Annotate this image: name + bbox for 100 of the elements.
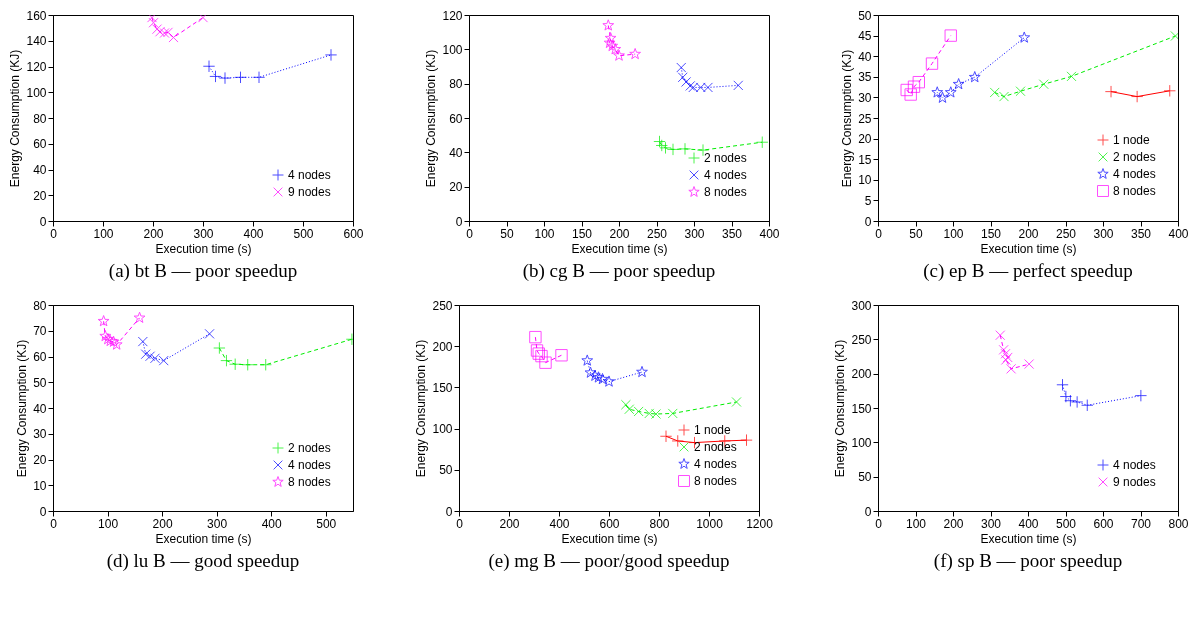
point bbox=[989, 87, 1000, 98]
x-axis-title: Execution time (s) bbox=[155, 241, 252, 256]
point bbox=[592, 371, 605, 383]
x-tick-label: 300 bbox=[980, 516, 1002, 531]
point bbox=[589, 369, 601, 381]
y-tick-label: 80 bbox=[33, 298, 47, 313]
x-tick-label: 100 bbox=[93, 226, 114, 241]
point bbox=[602, 19, 615, 31]
y-tick-label: 40 bbox=[858, 49, 872, 64]
x-tick-label: 350 bbox=[1130, 226, 1152, 241]
x-tick-label: 400 bbox=[549, 516, 570, 531]
legend-label: 9 nodes bbox=[1113, 475, 1156, 489]
x-tick-label: 150 bbox=[980, 226, 1002, 241]
point bbox=[1056, 378, 1069, 391]
point bbox=[667, 408, 678, 419]
y-tick-label: 40 bbox=[33, 401, 47, 416]
y-tick-label: 0 bbox=[445, 504, 453, 519]
point bbox=[671, 434, 684, 448]
text: (f) sp B — poor speedup bbox=[933, 550, 1123, 572]
point bbox=[998, 344, 1009, 355]
x-axis-title: Execution time (s) bbox=[980, 241, 1077, 256]
text: (d) lu B — good speedup bbox=[106, 550, 300, 572]
point bbox=[733, 80, 744, 91]
point bbox=[1000, 348, 1011, 359]
point bbox=[159, 27, 170, 39]
y-axis-title: Energy Consumption (KJ) bbox=[414, 339, 429, 478]
x-tick-label: 0 bbox=[50, 226, 58, 241]
y-tick-label: 140 bbox=[26, 34, 47, 49]
legend-label: 4 nodes bbox=[1113, 167, 1156, 181]
y-tick-label: 60 bbox=[449, 111, 463, 126]
point bbox=[584, 366, 597, 378]
y-tick-label: 25 bbox=[858, 111, 872, 126]
y-tick-label: 120 bbox=[442, 8, 463, 23]
legend-label: 4 nodes bbox=[1113, 458, 1156, 472]
x-tick-label: 400 bbox=[261, 516, 283, 531]
point bbox=[676, 62, 687, 73]
point bbox=[1015, 86, 1026, 97]
x-tick-label: 300 bbox=[684, 226, 705, 241]
legend-label: 1 node bbox=[694, 423, 732, 437]
legend-label: 2 nodes bbox=[704, 151, 747, 165]
point bbox=[931, 86, 944, 98]
point bbox=[925, 57, 939, 70]
y-tick-label: 45 bbox=[858, 29, 872, 44]
y-tick-label: 60 bbox=[33, 137, 47, 152]
point bbox=[218, 71, 232, 85]
legend-label: 2 nodes bbox=[288, 441, 331, 455]
x-tick-label: 100 bbox=[534, 226, 555, 241]
legend-label: 9 nodes bbox=[288, 185, 331, 199]
y-tick-label: 60 bbox=[33, 350, 47, 364]
y-tick-label: 20 bbox=[449, 180, 463, 195]
x-tick-label: 200 bbox=[609, 226, 630, 241]
y-tick-label: 0 bbox=[455, 214, 463, 229]
x-tick-label: 200 bbox=[1018, 226, 1039, 241]
x-tick-label: 500 bbox=[316, 516, 337, 531]
legend-label: 2 nodes bbox=[694, 440, 737, 454]
x-tick-label: 600 bbox=[599, 516, 620, 531]
y-tick-label: 20 bbox=[33, 188, 47, 203]
point bbox=[581, 354, 594, 366]
y-tick-label: 80 bbox=[33, 111, 47, 126]
x-tick-label: 50 bbox=[500, 226, 514, 241]
y-tick-label: 0 bbox=[864, 504, 872, 519]
x-tick-label: 1200 bbox=[746, 516, 774, 531]
x-tick-label: 200 bbox=[943, 516, 964, 531]
point bbox=[1163, 84, 1176, 98]
x-tick-label: 300 bbox=[1093, 226, 1114, 241]
y-tick-label: 15 bbox=[858, 152, 872, 167]
point bbox=[324, 48, 338, 62]
x-tick-label: 0 bbox=[50, 516, 58, 531]
y-tick-label: 70 bbox=[33, 324, 47, 339]
x-tick-label: 100 bbox=[943, 226, 964, 241]
point bbox=[952, 78, 965, 90]
y-tick-label: 250 bbox=[851, 332, 872, 347]
x-tick-label: 500 bbox=[293, 226, 314, 241]
y-tick-label: 35 bbox=[858, 70, 872, 85]
point bbox=[907, 80, 921, 93]
y-tick-label: 40 bbox=[33, 163, 47, 177]
y-axis-title: Energy Consumption (KJ) bbox=[15, 339, 30, 478]
point bbox=[659, 430, 673, 443]
x-tick-label: 100 bbox=[905, 516, 927, 531]
y-axis-title: Energy Consumption (KJ) bbox=[424, 49, 439, 188]
legend-label: 4 nodes bbox=[288, 168, 331, 182]
text: (a) bt B — poor speedup bbox=[108, 260, 298, 282]
point bbox=[995, 330, 1006, 341]
point bbox=[202, 60, 216, 73]
point bbox=[1134, 389, 1148, 402]
point bbox=[681, 76, 692, 88]
y-tick-label: 10 bbox=[33, 478, 47, 493]
point bbox=[1024, 358, 1035, 370]
y-tick-label: 100 bbox=[442, 42, 463, 57]
y-tick-label: 30 bbox=[858, 90, 872, 105]
point bbox=[213, 341, 226, 355]
legend-label: 8 nodes bbox=[1113, 184, 1156, 198]
x-tick-label: 0 bbox=[466, 226, 474, 241]
point bbox=[944, 29, 957, 42]
y-tick-label: 120 bbox=[26, 60, 47, 74]
point bbox=[259, 358, 272, 371]
x-tick-label: 0 bbox=[875, 226, 883, 241]
x-tick-label: 600 bbox=[1093, 516, 1114, 531]
point bbox=[99, 329, 112, 342]
text: (c) ep B — perfect speedup bbox=[923, 260, 1133, 282]
